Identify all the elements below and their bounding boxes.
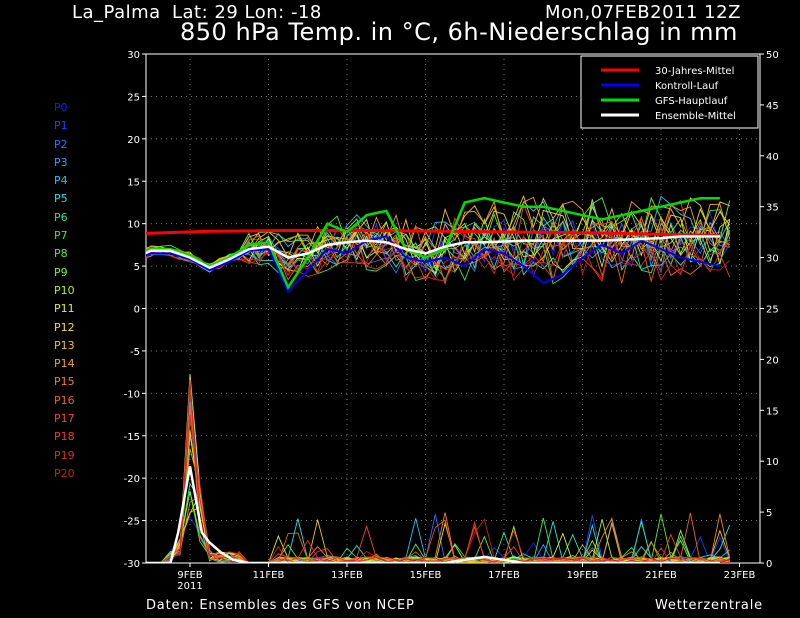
y-right-tick-label: 35 bbox=[766, 203, 779, 214]
ensemble-mean-line bbox=[146, 235, 720, 270]
x-tick-label: 17FEB bbox=[488, 570, 520, 581]
y-right-tick-label: 5 bbox=[766, 508, 772, 519]
climate-mean-line bbox=[146, 229, 720, 237]
x-tick-label: 19FEB bbox=[567, 570, 599, 581]
member-precip-line bbox=[146, 407, 731, 563]
x-tick-label: 9FEB bbox=[177, 570, 202, 581]
member-label: P18 bbox=[54, 430, 75, 444]
member-precip-line bbox=[146, 407, 730, 563]
precip-mean-line bbox=[146, 466, 720, 563]
member-precip-line bbox=[146, 506, 731, 563]
x-tick-label: 21FEB bbox=[645, 570, 677, 581]
member-label: P13 bbox=[54, 338, 75, 352]
member-precip-line bbox=[146, 379, 730, 563]
y-left-tick-label: 15 bbox=[127, 177, 140, 188]
member-label: P17 bbox=[54, 412, 75, 426]
y-left-tick-label: 0 bbox=[134, 305, 140, 316]
legend-label: GFS-Hauptlauf bbox=[655, 96, 728, 107]
legend-label: 30-Jahres-Mittel bbox=[655, 66, 734, 77]
chart-title: 850 hPa Temp. in °C, 6h-Niederschlag in … bbox=[180, 18, 738, 46]
member-label: P6 bbox=[54, 210, 68, 224]
x-tick-label: 13FEB bbox=[331, 570, 363, 581]
main-run-line bbox=[146, 196, 720, 290]
x-tick-label: 11FEB bbox=[253, 570, 285, 581]
member-label: P1 bbox=[54, 119, 68, 133]
member-label: P19 bbox=[54, 448, 75, 462]
y-left-tick-label: -10 bbox=[124, 389, 140, 400]
member-label: P10 bbox=[54, 283, 75, 297]
member-label: P2 bbox=[54, 137, 68, 151]
y-left-tick-label: -5 bbox=[130, 347, 140, 358]
member-label: P5 bbox=[54, 192, 68, 206]
y-right-tick-label: 10 bbox=[766, 457, 779, 468]
y-right-tick-label: 0 bbox=[766, 559, 772, 570]
y-left-tick-label: 10 bbox=[127, 220, 140, 231]
member-precip-line bbox=[146, 415, 730, 563]
location-name: La_Palma bbox=[72, 2, 161, 23]
member-precip-line bbox=[146, 402, 730, 563]
member-label: P16 bbox=[54, 393, 75, 407]
y-left-tick-label: -15 bbox=[124, 432, 140, 443]
y-right-tick-label: 50 bbox=[766, 50, 779, 61]
ensemble-member-labels: P0 P1 P2 P3 P4 P5 P6 P7 P8 P9 P10 P11 P12 P13 P14 P15 P1… bbox=[54, 99, 114, 483]
y-left-tick-label: 25 bbox=[127, 92, 140, 103]
y-left-tick-label: -20 bbox=[124, 474, 140, 485]
member-label: P12 bbox=[54, 320, 75, 334]
member-label: P8 bbox=[54, 247, 68, 261]
member-label: P7 bbox=[54, 229, 68, 243]
x-year-label: 2011 bbox=[177, 581, 202, 592]
member-label: P4 bbox=[54, 174, 68, 188]
brand-name: Wetterzentrale bbox=[655, 598, 763, 613]
y-right-tick-label: 30 bbox=[766, 254, 779, 265]
plot-frame bbox=[145, 53, 761, 564]
y-right-tick-label: 25 bbox=[766, 305, 779, 316]
member-precip-line bbox=[146, 376, 730, 563]
coordinates: Lat: 29 Lon: -18 bbox=[172, 2, 322, 23]
y-left-tick-label: 5 bbox=[134, 262, 140, 273]
member-label: P11 bbox=[54, 302, 75, 316]
x-tick-label: 23FEB bbox=[724, 570, 756, 581]
y-right-tick-label: 20 bbox=[766, 355, 779, 366]
y-left-tick-label: -30 bbox=[124, 559, 140, 570]
member-precip-line bbox=[146, 448, 730, 563]
y-left-tick-label: 30 bbox=[127, 50, 140, 61]
legend-label: Ensemble-Mittel bbox=[655, 111, 736, 122]
y-right-tick-label: 45 bbox=[766, 101, 779, 112]
member-label: P15 bbox=[54, 375, 75, 389]
x-tick-label: 15FEB bbox=[410, 570, 442, 581]
control-run-line bbox=[146, 235, 721, 294]
member-label: P0 bbox=[54, 101, 68, 114]
y-right-tick-label: 15 bbox=[766, 406, 779, 417]
member-label: P20 bbox=[54, 466, 75, 480]
legend-label: Kontroll-Lauf bbox=[655, 81, 719, 92]
model-run-time: Mon,07FEB2011 12Z bbox=[545, 2, 741, 23]
y-right-tick-label: 40 bbox=[766, 152, 779, 163]
y-left-tick-label: -25 bbox=[124, 517, 140, 528]
y-left-tick-label: 20 bbox=[127, 135, 140, 146]
member-label: P14 bbox=[54, 357, 75, 371]
data-source: Daten: Ensembles des GFS von NCEP bbox=[146, 598, 415, 613]
plot-series bbox=[146, 194, 731, 563]
member-label: P3 bbox=[54, 155, 68, 169]
member-label: P9 bbox=[54, 265, 68, 279]
